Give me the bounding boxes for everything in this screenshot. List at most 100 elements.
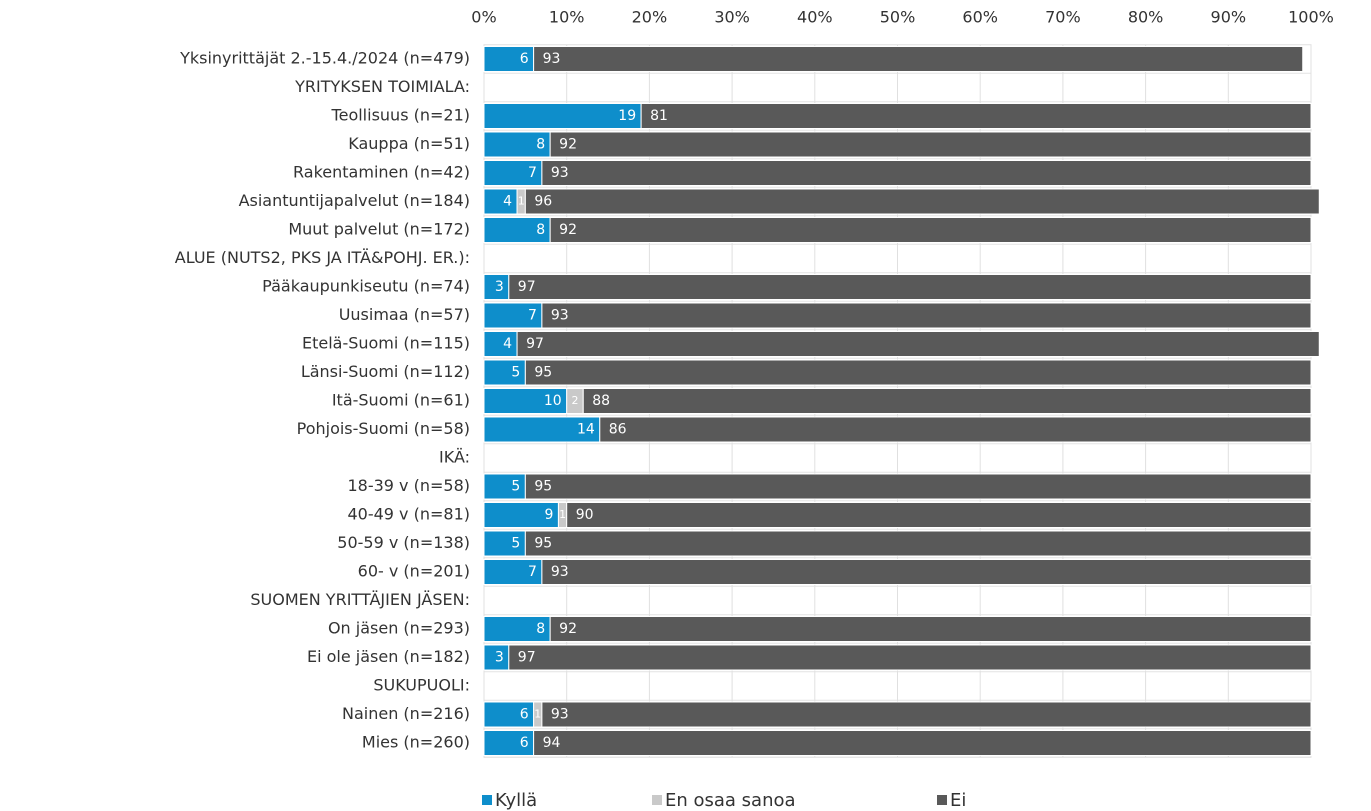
bar-segment <box>541 559 1312 585</box>
data-label: 93 <box>551 308 569 324</box>
category-label: YRITYKSEN TOIMIALA: <box>294 77 470 96</box>
category-label: Nainen (n=216) <box>342 704 470 723</box>
bar-segment <box>549 616 1312 642</box>
data-label: 7 <box>528 165 537 181</box>
legend-swatch <box>482 795 492 805</box>
category-label: Asiantuntijapalvelut (n=184) <box>239 191 470 210</box>
x-tick-label: 60% <box>962 8 998 27</box>
category-label: Yksinyrittäjät 2.-15.4./2024 (n=479) <box>179 49 470 68</box>
data-label: 96 <box>534 194 552 210</box>
bar-segment <box>483 331 518 357</box>
category-label: Pohjois-Suomi (n=58) <box>297 419 470 438</box>
data-label: 14 <box>577 422 595 438</box>
bar-segment <box>483 359 526 386</box>
category-label: IKÄ: <box>439 448 470 467</box>
category-label: Etelä-Suomi (n=115) <box>302 334 470 353</box>
bar-segment <box>483 730 535 756</box>
bar-segment <box>533 730 1312 756</box>
data-label: 94 <box>543 735 561 751</box>
bar-segment <box>541 701 1312 728</box>
x-tick-label: 70% <box>1045 8 1081 27</box>
bar-segment <box>524 473 1312 500</box>
bar-segment <box>516 331 1320 357</box>
bar-segment <box>640 103 1312 129</box>
category-label: Uusimaa (n=57) <box>339 305 470 324</box>
legend-label: Ei <box>950 790 966 811</box>
category-label: Rakentaminen (n=42) <box>293 163 470 182</box>
bar-segment <box>483 302 543 329</box>
bar-segment <box>483 46 535 72</box>
bar-segment <box>483 217 551 243</box>
data-label: 4 <box>503 194 512 210</box>
x-tick-label: 10% <box>549 8 585 27</box>
data-label: 8 <box>536 222 545 238</box>
category-label: 40-49 v (n=81) <box>347 505 470 524</box>
legend-swatch <box>937 795 947 805</box>
bar-segment <box>483 388 568 414</box>
data-label: 2 <box>571 394 578 407</box>
data-label: 92 <box>559 137 577 153</box>
category-label: SUOMEN YRITTÄJIEN JÄSEN: <box>250 590 470 609</box>
bar-segment <box>483 559 543 585</box>
data-label: 90 <box>576 507 594 523</box>
data-label: 93 <box>551 564 569 580</box>
data-label: 81 <box>650 108 668 124</box>
legend-swatch <box>652 795 662 805</box>
bar-segment <box>483 131 551 158</box>
data-label: 6 <box>520 735 529 751</box>
data-label: 92 <box>559 621 577 637</box>
bar-segment <box>549 217 1312 243</box>
category-label: Pääkaupunkiseutu (n=74) <box>262 277 470 296</box>
category-label: Muut palvelut (n=172) <box>288 220 470 239</box>
bar-segment <box>533 46 1304 72</box>
legend-label: Kyllä <box>495 790 537 811</box>
data-label: 8 <box>536 137 545 153</box>
bar-segment <box>541 160 1312 186</box>
data-label: 5 <box>511 365 520 381</box>
data-label: 95 <box>534 479 552 495</box>
bar-segment <box>524 530 1312 557</box>
x-tick-label: 0% <box>471 8 496 27</box>
category-label: Itä-Suomi (n=61) <box>332 391 470 410</box>
data-label: 3 <box>495 279 504 295</box>
data-label: 6 <box>520 51 529 67</box>
bar-segment <box>582 388 1312 414</box>
category-label: Kauppa (n=51) <box>348 134 470 153</box>
bar-segment <box>541 302 1312 329</box>
data-label: 5 <box>511 536 520 552</box>
data-label: 95 <box>534 536 552 552</box>
x-tick-label: 100% <box>1288 8 1334 27</box>
category-label: Mies (n=260) <box>362 733 470 752</box>
legend-label: En osaa sanoa <box>665 790 796 811</box>
data-label: 1 <box>534 708 541 721</box>
x-tick-label: 30% <box>714 8 750 27</box>
category-label: Teollisuus (n=21) <box>331 106 470 125</box>
x-tick-label: 40% <box>797 8 833 27</box>
bar-segment <box>483 160 543 186</box>
category-label: 60- v (n=201) <box>358 562 470 581</box>
bar-segment <box>524 359 1312 386</box>
data-label: 95 <box>534 365 552 381</box>
bar-segment <box>599 416 1312 443</box>
bar-segment <box>549 131 1312 158</box>
data-label: 97 <box>518 279 536 295</box>
data-label: 7 <box>528 564 537 580</box>
category-label: Ei ole jäsen (n=182) <box>307 647 470 666</box>
data-label: 9 <box>545 507 554 523</box>
data-label: 8 <box>536 621 545 637</box>
x-tick-label: 20% <box>632 8 668 27</box>
bar-segment <box>483 530 526 557</box>
category-label: On jäsen (n=293) <box>328 619 470 638</box>
data-label: 97 <box>518 650 536 666</box>
data-label: 1 <box>559 508 566 521</box>
bar-segment <box>483 188 518 215</box>
x-tick-label: 50% <box>880 8 916 27</box>
bar-segment <box>483 274 510 300</box>
category-label: Länsi-Suomi (n=112) <box>301 362 470 381</box>
category-label: 18-39 v (n=58) <box>347 476 470 495</box>
bar-segment <box>524 188 1320 215</box>
data-label: 93 <box>551 707 569 723</box>
bar-segment <box>483 103 642 129</box>
bar-segment <box>508 644 1312 671</box>
